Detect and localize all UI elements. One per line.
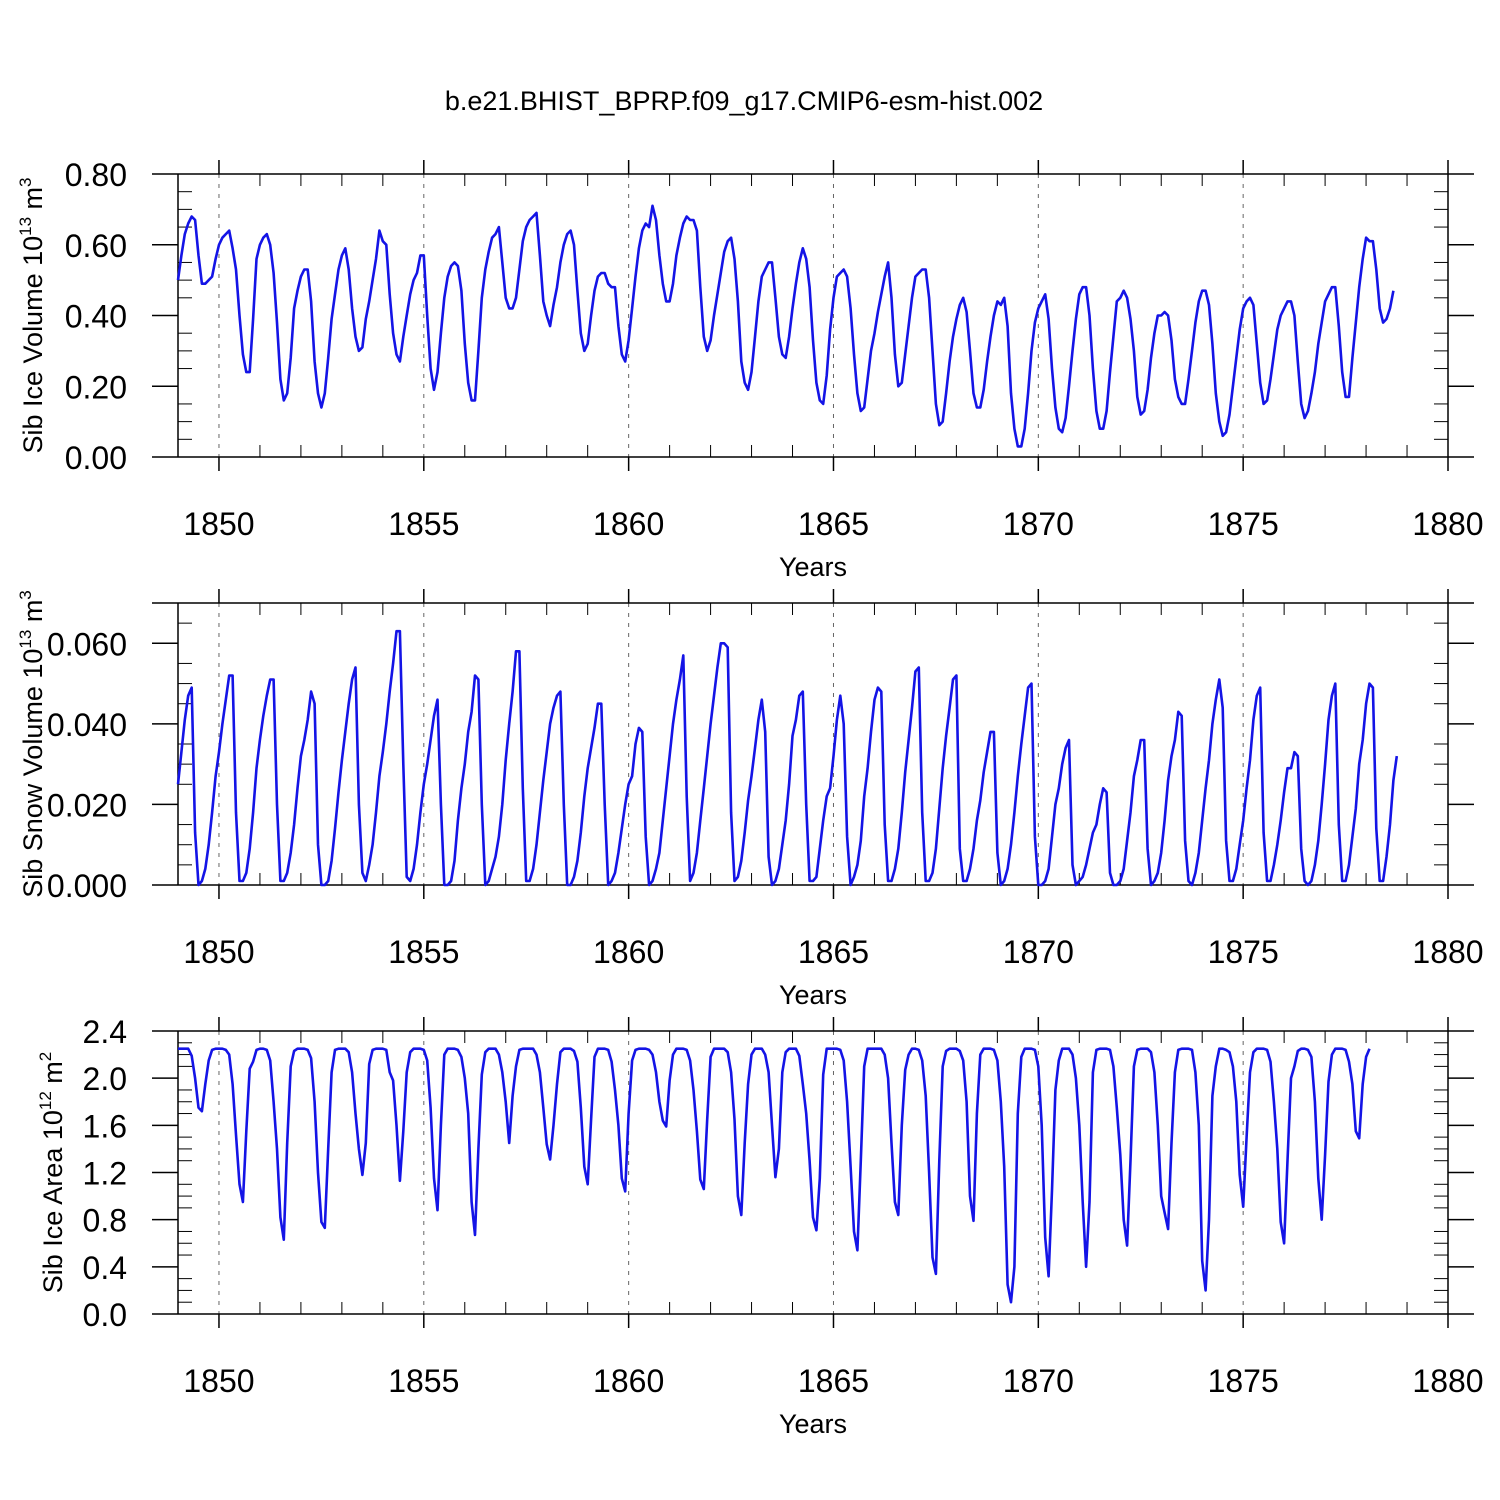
x-tick-label: 1870 [1003,1363,1074,1399]
y-tick-label: 2.0 [83,1061,127,1097]
x-tick-label: 1865 [798,506,869,542]
y-axis-label-text: Sib Ice Area 10 [38,1110,68,1293]
y-tick-label: 1.2 [83,1156,127,1192]
x-tick-label: 1855 [388,506,459,542]
x-tick-label: 1880 [1412,1363,1483,1399]
y-axis-label-superscript: 3 [16,177,35,186]
x-tick-label: 1865 [798,934,869,970]
y-axis-label-superscript: 3 [16,590,35,599]
y-axis-label-superscript: 12 [36,1091,55,1110]
x-tick-label: 1875 [1208,506,1279,542]
y-axis-label-text: m [18,600,48,630]
chart-panel-2: 0.000 0.020 0.040 0.060 1850 1855 1860 1865 1870… [16,589,1484,1010]
y-tick-label: 1.6 [83,1108,127,1144]
y-tick-label: 0.040 [47,707,127,743]
y-tick-label: 0.4 [83,1250,127,1286]
x-tick-label: 1860 [593,506,664,542]
x-tick-label: 1860 [593,934,664,970]
y-axis-label-superscript: 2 [36,1052,55,1061]
y-tick-label: 0.060 [47,626,127,662]
y-axis-label-text: m [38,1061,68,1091]
x-tick-label: 1855 [388,1363,459,1399]
y-axis-label-text: Sib Snow Volume 10 [18,649,48,898]
data-series-line [176,629,1399,887]
chart-panel-1: 0.00 0.20 0.40 0.60 0.80 1850 1855 1860 1865 1870… [16,157,1484,582]
x-axis-label: Years [779,1409,847,1439]
y-axis-label-superscript: 13 [16,630,35,649]
y-axis-label: Sib Snow Volume 1013 m3 [16,590,48,898]
x-tick-label: 1880 [1412,506,1483,542]
y-tick-label: 0.40 [65,299,127,335]
data-series-line [178,1047,1371,1304]
y-tick-label: 0.20 [65,369,127,405]
y-axis-label-text: m [18,187,48,217]
x-tick-label: 1860 [593,1363,664,1399]
y-tick-label: 0.0 [83,1297,127,1333]
y-axis-label: Sib Ice Volume 1013 m3 [16,177,48,453]
y-tick-label: 0.00 [65,440,127,476]
x-tick-label: 1850 [183,934,254,970]
y-tick-label: 0.60 [65,228,127,264]
y-axis-label: Sib Ice Area 1012 m2 [36,1052,68,1294]
x-tick-label: 1855 [388,934,459,970]
x-tick-label: 1875 [1208,934,1279,970]
x-tick-label: 1870 [1003,506,1074,542]
chart-title: b.e21.BHIST_BPRP.f09_g17.CMIP6-esm-hist.… [445,86,1043,116]
x-tick-label: 1875 [1208,1363,1279,1399]
x-axis-label: Years [779,552,847,582]
y-axis-label-text: Sib Ice Volume 10 [18,236,48,454]
y-tick-label: 0.8 [83,1203,127,1239]
y-axis-label-superscript: 13 [16,217,35,236]
y-tick-label: 0.80 [65,157,127,193]
x-tick-label: 1880 [1412,934,1483,970]
y-tick-label: 0.020 [47,787,127,823]
x-tick-label: 1865 [798,1363,869,1399]
x-axis-label: Years [779,980,847,1010]
data-series-line [176,204,1395,448]
chart-panel-3: 0.0 0.4 0.8 1.2 1.6 2.0 2.4 1850 1855 1860 1865 187… [36,1014,1484,1439]
x-tick-label: 1870 [1003,934,1074,970]
y-tick-label: 0.000 [47,868,127,904]
x-tick-label: 1850 [183,1363,254,1399]
y-tick-label: 2.4 [83,1014,127,1050]
x-tick-label: 1850 [183,506,254,542]
